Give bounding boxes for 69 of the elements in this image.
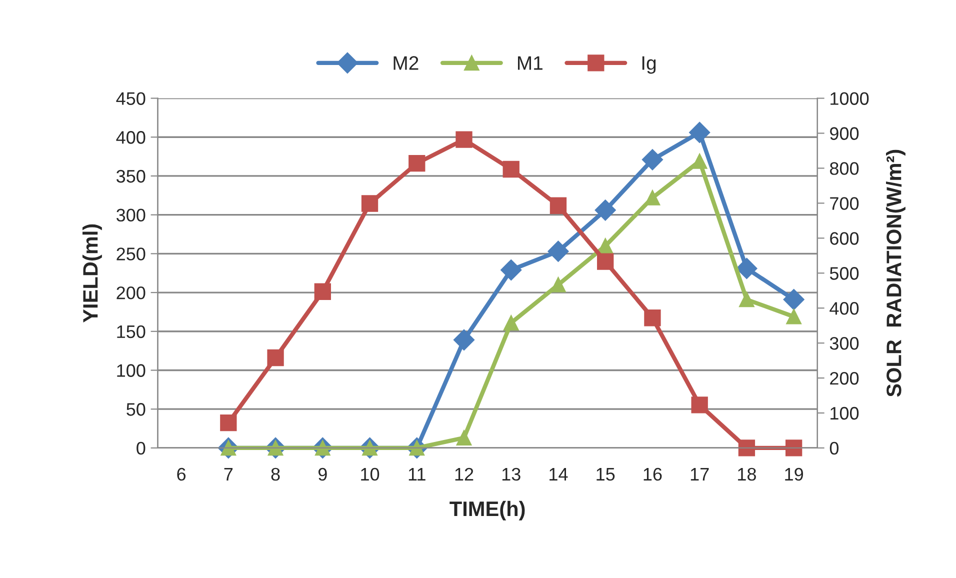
y2-tick-label: 900 xyxy=(830,127,859,140)
y-tick-label: 150 xyxy=(117,325,146,338)
x-tick-label: 7 xyxy=(224,468,233,480)
point xyxy=(739,292,754,308)
x-tick-label: 13 xyxy=(502,468,520,481)
point xyxy=(502,160,520,178)
point xyxy=(267,349,284,366)
point xyxy=(550,197,567,214)
point xyxy=(503,315,519,330)
y2-tick-label: 200 xyxy=(830,372,859,385)
y-tick-label: 400 xyxy=(116,131,146,144)
x-tick-label: 17 xyxy=(690,468,709,480)
y2-axis-title: SOLR RADIATION(W/m²) xyxy=(886,150,906,397)
y-tick-label: 100 xyxy=(117,364,146,377)
point xyxy=(786,308,802,324)
y2-tick-label: 100 xyxy=(830,406,859,420)
point xyxy=(453,329,475,350)
point xyxy=(550,277,566,292)
y-tick-label: 50 xyxy=(126,403,146,416)
point xyxy=(644,310,661,326)
x-tick-label: 15 xyxy=(596,468,615,481)
point xyxy=(783,289,804,310)
point xyxy=(314,283,331,300)
y2-tick-label: 1000 xyxy=(830,92,869,105)
x-tick-label: 8 xyxy=(271,468,280,481)
y-tick-label: 0 xyxy=(136,442,146,455)
point xyxy=(736,258,758,279)
y2-tick-label: 400 xyxy=(830,302,859,315)
x-tick-label: 18 xyxy=(738,468,756,481)
x-axis-title: TIME(h) xyxy=(450,500,525,520)
legend-label: M1 xyxy=(518,56,542,70)
x-tick-label: 16 xyxy=(644,468,662,481)
point xyxy=(642,149,663,170)
point xyxy=(500,259,522,281)
y2-tick-label: 500 xyxy=(830,267,859,280)
point xyxy=(456,430,472,446)
y-tick-label: 250 xyxy=(116,248,146,260)
x-tick-label: 14 xyxy=(550,468,568,480)
legend-label: M2 xyxy=(394,56,418,70)
point xyxy=(361,195,378,212)
point xyxy=(594,200,616,221)
y-tick-label: 200 xyxy=(116,286,146,300)
point xyxy=(691,396,708,414)
point xyxy=(408,154,426,172)
point xyxy=(689,122,710,143)
y2-tick-label: 700 xyxy=(830,197,859,210)
point xyxy=(644,190,660,206)
x-tick-label: 12 xyxy=(455,468,474,480)
y-tick-label: 350 xyxy=(116,170,146,183)
x-tick-label: 10 xyxy=(361,468,380,481)
y-tick-label: 450 xyxy=(116,92,146,105)
y-axis-title: YIELD(ml) xyxy=(82,224,102,323)
x-tick-label: 9 xyxy=(318,468,327,481)
x-tick-label: 19 xyxy=(785,468,804,481)
point xyxy=(456,131,472,148)
x-tick-label: 6 xyxy=(177,468,186,481)
point xyxy=(738,440,756,456)
y2-tick-label: 600 xyxy=(830,232,859,245)
point xyxy=(548,240,569,262)
y-tick-label: 300 xyxy=(116,208,146,222)
point xyxy=(597,253,614,270)
point xyxy=(692,154,708,169)
x-tick-label: 11 xyxy=(408,468,426,480)
y2-tick-label: 0 xyxy=(830,442,839,455)
y2-tick-label: 800 xyxy=(830,162,859,175)
legend-label: Ig xyxy=(642,56,656,74)
y2-tick-label: 300 xyxy=(830,336,859,350)
point xyxy=(220,414,237,432)
point xyxy=(785,440,802,456)
